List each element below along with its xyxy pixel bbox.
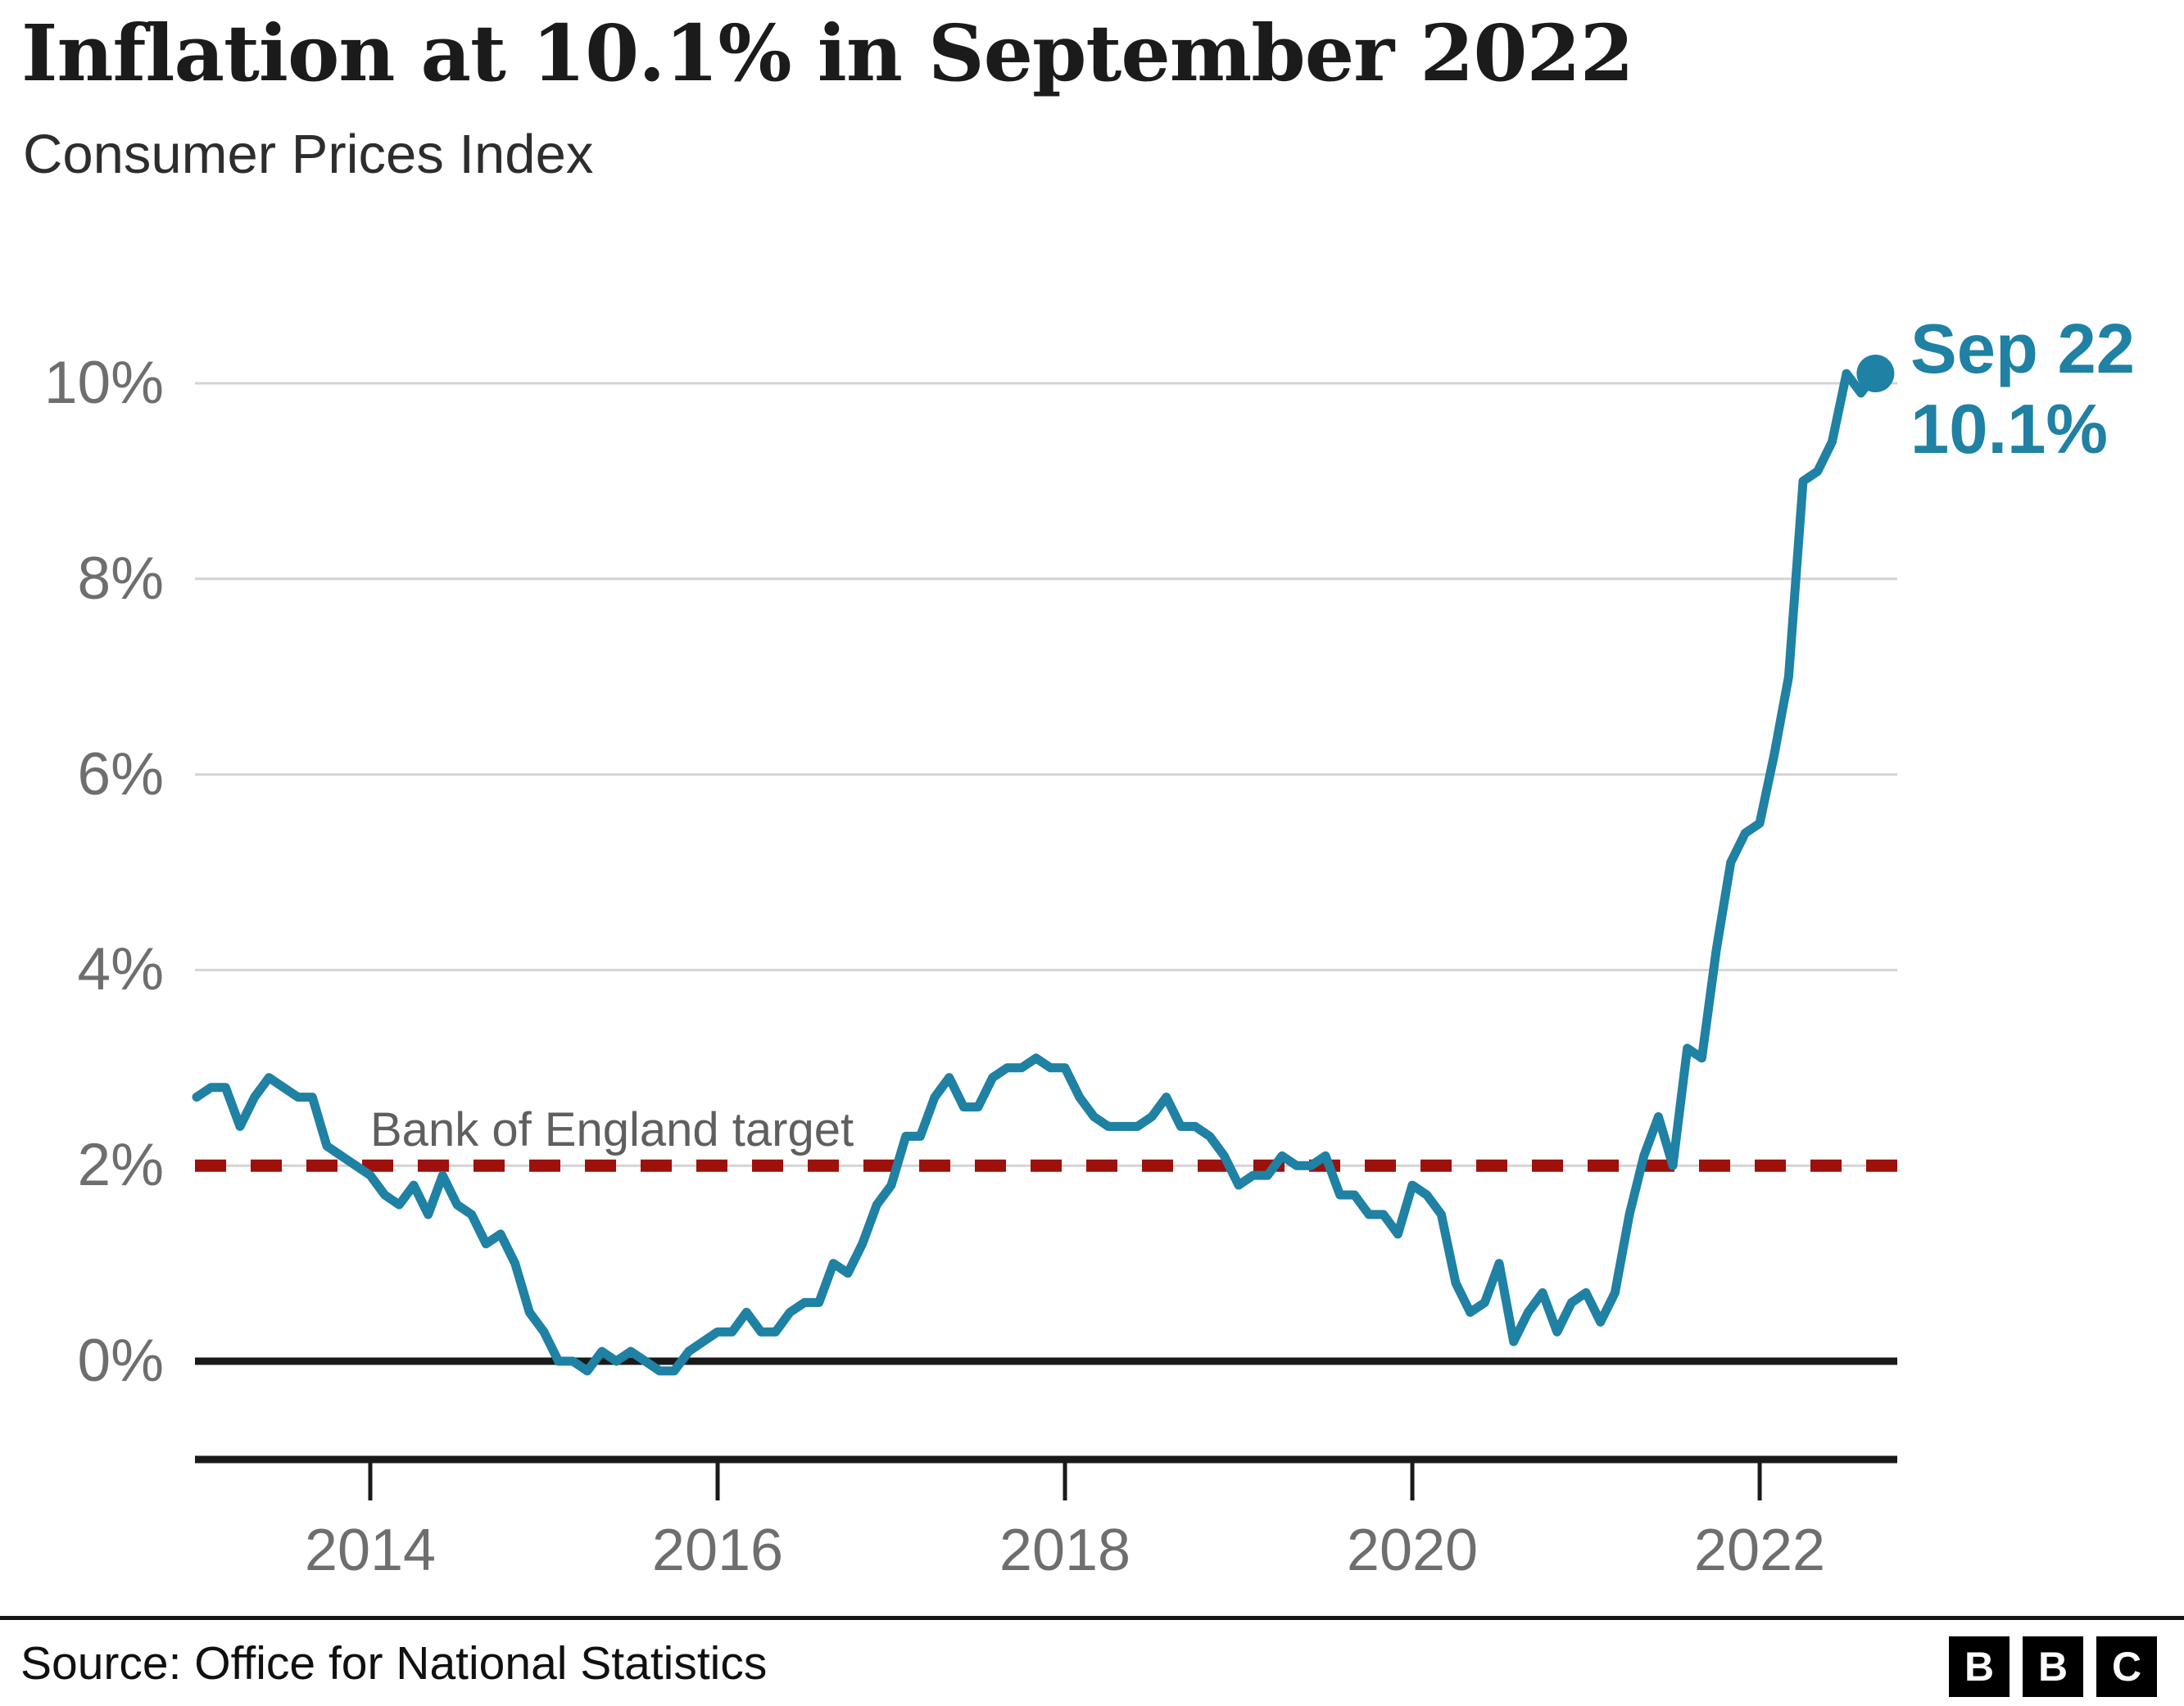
y-tick-label-2: 2%: [77, 1132, 164, 1198]
x-tick-label-2014: 2014: [304, 1518, 437, 1583]
y-tick-label-10: 10%: [43, 350, 164, 416]
y-tick-label-0: 0%: [77, 1328, 164, 1394]
y-tick-label-4: 4%: [77, 936, 164, 1002]
x-tick-label-2020: 2020: [1346, 1518, 1479, 1583]
page-title: Inflation at 10.1% in September 2022: [21, 8, 1634, 99]
bbc-logo-letter-b1: B: [1949, 1636, 2010, 1697]
cpi-line: [192, 369, 1880, 1376]
x-tick-label-2016: 2016: [651, 1518, 784, 1583]
page-subtitle: Consumer Prices Index: [23, 124, 594, 185]
bbc-logo: B B C: [1949, 1636, 2157, 1697]
bbc-logo-letter-b2: B: [2023, 1636, 2083, 1697]
target-line-label: Bank of England target: [370, 1103, 854, 1156]
y-tick-label-6: 6%: [77, 741, 164, 808]
footer-divider: [0, 1616, 2184, 1620]
latest-point-dot: [1856, 355, 1895, 393]
latest-point-annotation: Sep 22 10.1%: [1910, 310, 2135, 470]
x-tick-label-2022: 2022: [1693, 1518, 1826, 1583]
bbc-logo-letter-c: C: [2096, 1636, 2157, 1697]
annotation-value: 10.1%: [1910, 391, 2109, 468]
x-tick-label-2018: 2018: [999, 1518, 1131, 1583]
annotation-date: Sep 22: [1910, 310, 2136, 388]
y-tick-label-8: 8%: [77, 545, 164, 612]
source-text: Source: Office for National Statistics: [20, 1637, 768, 1690]
